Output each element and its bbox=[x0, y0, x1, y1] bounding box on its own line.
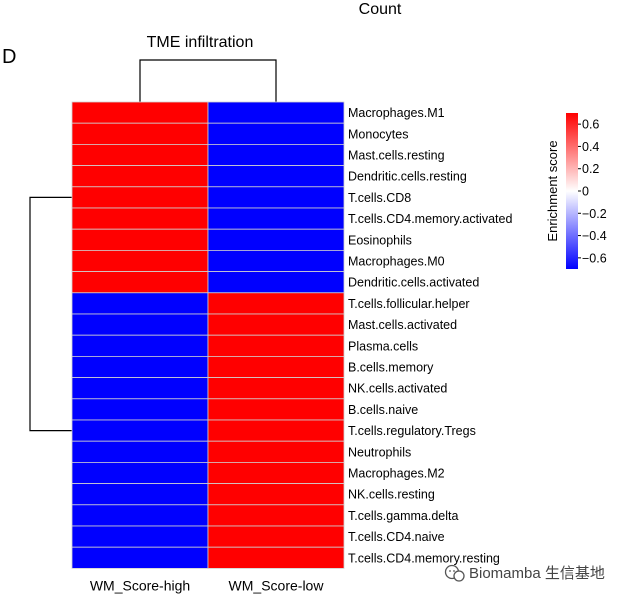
row-label: Mast.cells.resting bbox=[348, 149, 445, 163]
column-labels: WM_Score-high WM_Score-low bbox=[90, 577, 325, 593]
row-label: Dendritic.cells.activated bbox=[348, 276, 479, 290]
heatmap-cell bbox=[71, 377, 209, 400]
row-label: NK.cells.activated bbox=[348, 382, 447, 396]
row-dendrogram bbox=[29, 196, 72, 432]
heatmap-cell bbox=[207, 143, 345, 166]
heatmap-cell bbox=[71, 186, 209, 209]
heatmap-cell bbox=[207, 461, 345, 484]
heatmap-cell bbox=[71, 461, 209, 484]
colorbar: 0.6 0.4 0.2 0 −0.2 −0.4 −0.6 Enrichment score bbox=[545, 113, 607, 269]
colorbar-tick-label: −0.2 bbox=[582, 207, 607, 221]
heatmap-cell bbox=[207, 377, 345, 400]
heatmap-cell bbox=[207, 483, 345, 506]
row-label: T.cells.gamma.delta bbox=[348, 509, 459, 523]
heatmap-cell bbox=[207, 122, 345, 145]
row-label: B.cells.memory bbox=[348, 361, 434, 375]
heatmap-cell bbox=[207, 165, 345, 188]
heatmap-cell bbox=[207, 186, 345, 209]
heatmap-cell bbox=[71, 143, 209, 166]
watermark: Biomamba 生信基地 bbox=[444, 564, 605, 582]
row-label: NK.cells.resting bbox=[348, 488, 435, 502]
heatmap-cell bbox=[71, 249, 209, 272]
row-label: Monocytes bbox=[348, 127, 408, 141]
heatmap-cell bbox=[207, 504, 345, 527]
colorbar-tick-label: 0 bbox=[582, 185, 589, 199]
heatmap-cell bbox=[71, 504, 209, 527]
column-dendrogram bbox=[139, 59, 277, 102]
column-label: WM_Score-low bbox=[229, 577, 325, 593]
heatmap-cell bbox=[71, 334, 209, 357]
row-label: Dendritic.cells.resting bbox=[348, 170, 467, 184]
heatmap-cell bbox=[71, 228, 209, 251]
heatmap-cell bbox=[71, 525, 209, 548]
wechat-icon bbox=[444, 564, 465, 582]
heatmap-cell bbox=[71, 440, 209, 463]
row-label: Macrophages.M1 bbox=[348, 106, 445, 120]
heatmap-cell bbox=[71, 122, 209, 145]
colorbar-tick-label: −0.6 bbox=[582, 251, 607, 265]
chart-title: TME infiltration bbox=[147, 34, 254, 51]
row-label: Mast.cells.activated bbox=[348, 318, 457, 332]
partial-title: Count bbox=[359, 1, 402, 18]
heatmap-cell bbox=[207, 334, 345, 357]
heatmap-cells bbox=[71, 101, 345, 569]
row-dendrogram-branch bbox=[29, 196, 72, 432]
heatmap-cell bbox=[207, 419, 345, 442]
row-label: T.cells.CD4.memory.activated bbox=[348, 212, 512, 226]
colorbar-title: Enrichment score bbox=[545, 140, 560, 241]
row-label: Eosinophils bbox=[348, 233, 412, 247]
row-label: Plasma.cells bbox=[348, 339, 418, 353]
row-label: Neutrophils bbox=[348, 445, 411, 459]
row-labels: Macrophages.M1 Monocytes Mast.cells.restin… bbox=[348, 106, 512, 565]
row-label: T.cells.follicular.helper bbox=[348, 297, 470, 311]
heatmap-cell bbox=[207, 207, 345, 230]
heatmap-cell bbox=[207, 228, 345, 251]
heatmap-cell bbox=[71, 355, 209, 378]
colorbar-tick-label: 0.2 bbox=[582, 162, 599, 176]
row-label: B.cells.naive bbox=[348, 403, 418, 417]
row-label: T.cells.CD8 bbox=[348, 191, 411, 205]
row-label: Macrophages.M0 bbox=[348, 255, 445, 269]
heatmap-cell bbox=[71, 101, 209, 124]
row-label: T.cells.regulatory.Tregs bbox=[348, 424, 476, 438]
heatmap-cell bbox=[207, 440, 345, 463]
heatmap-cell bbox=[207, 313, 345, 336]
heatmap-cell bbox=[71, 313, 209, 336]
column-label: WM_Score-high bbox=[90, 577, 190, 593]
heatmap-cell bbox=[71, 419, 209, 442]
heatmap-cell bbox=[71, 207, 209, 230]
colorbar-tick-label: −0.4 bbox=[582, 229, 607, 243]
row-label: T.cells.CD4.memory.resting bbox=[348, 551, 500, 565]
row-label: Macrophages.M2 bbox=[348, 467, 445, 481]
heatmap-cell bbox=[207, 525, 345, 548]
heatmap-cell bbox=[71, 271, 209, 294]
heatmap-cell bbox=[207, 271, 345, 294]
heatmap-cell bbox=[71, 165, 209, 188]
panel-label: D bbox=[2, 46, 16, 68]
heatmap-cell bbox=[71, 398, 209, 421]
row-label: T.cells.CD4.naive bbox=[348, 530, 445, 544]
heatmap-cell bbox=[71, 483, 209, 506]
heatmap-cell bbox=[207, 546, 345, 569]
heatmap-cell bbox=[207, 292, 345, 315]
colorbar-gradient bbox=[566, 113, 578, 269]
heatmap-cell bbox=[207, 249, 345, 272]
heatmap-cell bbox=[71, 546, 209, 569]
colorbar-ticks: 0.6 0.4 0.2 0 −0.2 −0.4 −0.6 bbox=[578, 118, 607, 265]
heatmap-cell bbox=[207, 101, 345, 124]
watermark-text: Biomamba 生信基地 bbox=[469, 565, 605, 582]
colorbar-tick-label: 0.6 bbox=[582, 118, 599, 132]
heatmap-cell bbox=[207, 355, 345, 378]
column-dendrogram-branch bbox=[139, 59, 277, 102]
colorbar-tick-label: 0.4 bbox=[582, 140, 599, 154]
heatmap-cell bbox=[71, 292, 209, 315]
heatmap-cell bbox=[207, 398, 345, 421]
